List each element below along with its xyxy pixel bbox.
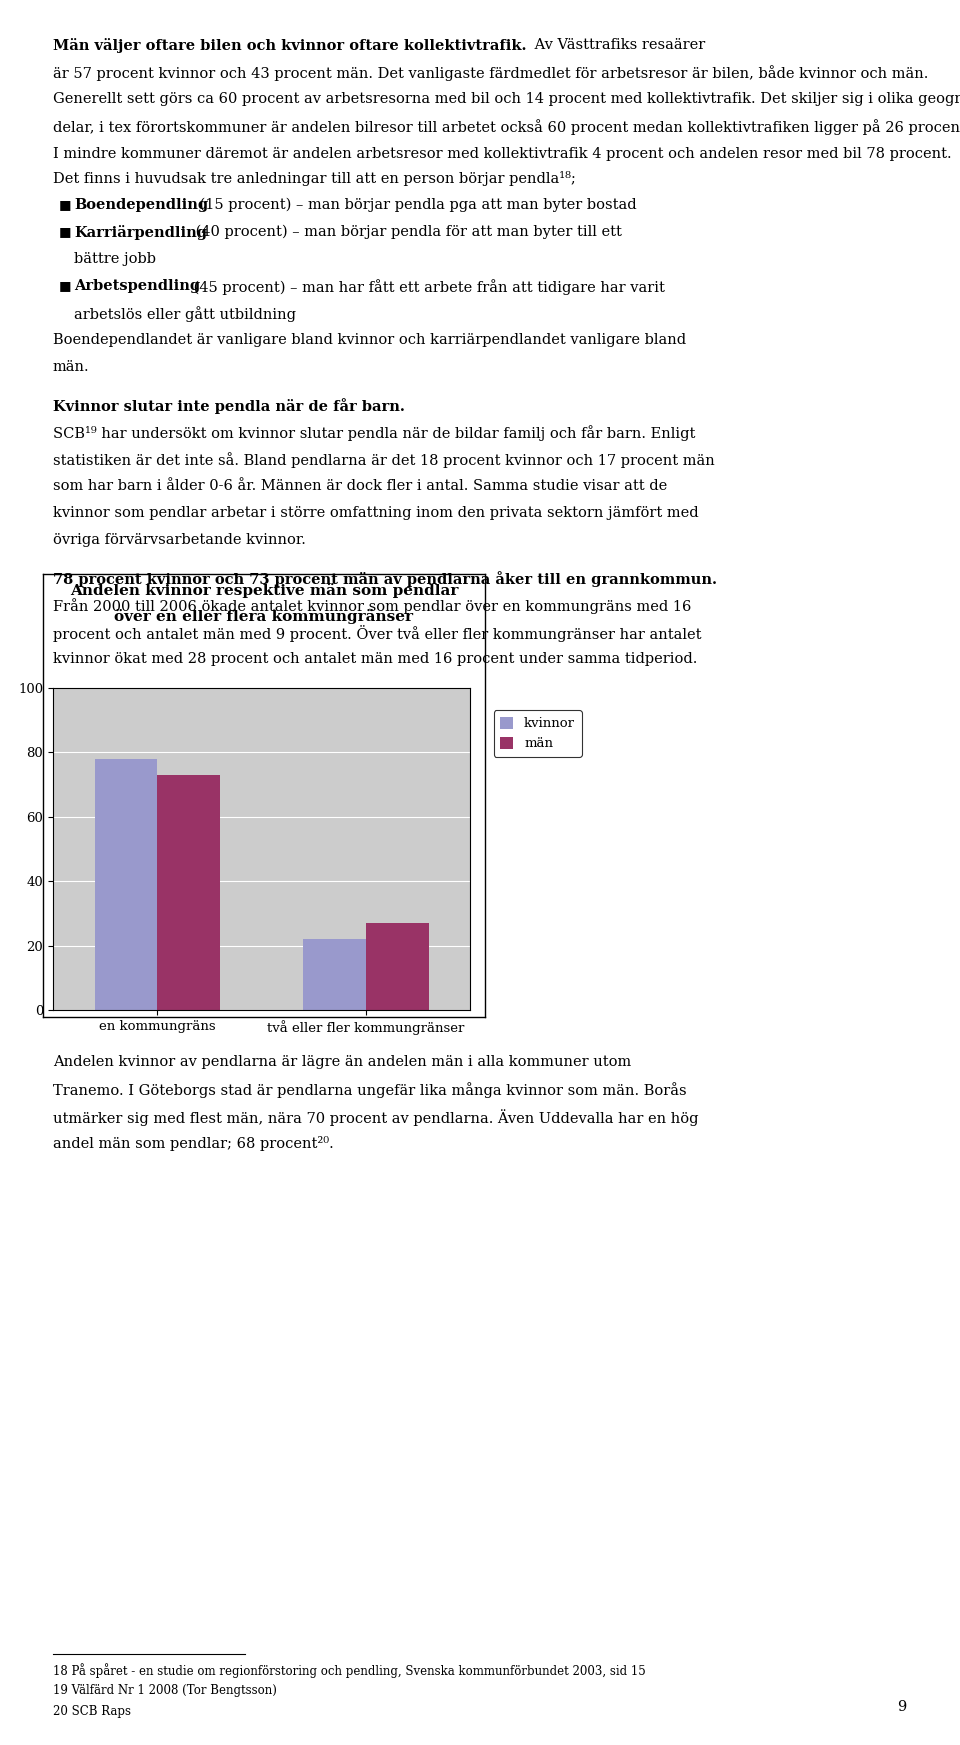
Text: Andelen kvinnor av pendlarna är lägre än andelen män i alla kommuner utom: Andelen kvinnor av pendlarna är lägre än… [53,1056,631,1070]
Text: SCB¹⁹ har undersökt om kvinnor slutar pendla när de bildar familj och får barn. : SCB¹⁹ har undersökt om kvinnor slutar pe… [53,426,695,441]
Text: män.: män. [53,359,89,373]
Text: Män väljer oftare bilen och kvinnor oftare kollektivtrafik.: Män väljer oftare bilen och kvinnor ofta… [53,38,526,54]
Text: Tranemo. I Göteborgs stad är pendlarna ungefär lika många kvinnor som män. Borås: Tranemo. I Göteborgs stad är pendlarna u… [53,1082,686,1098]
Text: Arbetspendling: Arbetspendling [74,279,200,293]
Text: delar, i tex förortskommuner är andelen bilresor till arbetet också 60 procent m: delar, i tex förortskommuner är andelen … [53,119,960,136]
Text: 20 SCB Raps: 20 SCB Raps [53,1705,131,1717]
Text: procent och antalet män med 9 procent. Över två eller fler kommungränser har ant: procent och antalet män med 9 procent. Ö… [53,625,702,642]
Text: är 57 procent kvinnor och 43 procent män. Det vanligaste färdmedlet för arbetsre: är 57 procent kvinnor och 43 procent män… [53,66,928,82]
Text: över en eller flera kommungränser: över en eller flera kommungränser [114,609,414,623]
Text: statistiken är det inte så. Bland pendlarna är det 18 procent kvinnor och 17 pro: statistiken är det inte så. Bland pendla… [53,452,714,468]
Text: arbetslös eller gått utbildning: arbetslös eller gått utbildning [74,305,296,323]
Text: Generellt sett görs ca 60 procent av arbetsresorna med bil och 14 procent med ko: Generellt sett görs ca 60 procent av arb… [53,92,960,106]
Text: Kvinnor slutar inte pendla när de får barn.: Kvinnor slutar inte pendla när de får ba… [53,398,405,414]
Text: utmärker sig med flest män, nära 70 procent av pendlarna. Även Uddevalla har en : utmärker sig med flest män, nära 70 proc… [53,1110,698,1126]
Bar [157,775,220,1010]
Text: övriga förvärvsarbetande kvinnor.: övriga förvärvsarbetande kvinnor. [53,534,305,548]
Bar [303,939,366,1010]
Text: andel män som pendlar; 68 procent²⁰.: andel män som pendlar; 68 procent²⁰. [53,1136,333,1152]
Text: ■: ■ [59,225,71,237]
Text: 18 På spåret - en studie om regionförstoring och pendling, Svenska kommunförbund: 18 På spåret - en studie om regionförsto… [53,1663,645,1679]
Text: kvinnor som pendlar arbetar i större omfattning inom den privata sektorn jämfört: kvinnor som pendlar arbetar i större omf… [53,506,699,520]
Text: (45 procent) – man har fått ett arbete från att tidigare har varit: (45 procent) – man har fått ett arbete f… [189,279,665,295]
Text: bättre jobb: bättre jobb [74,251,156,265]
Text: Från 2000 till 2006 ökade antalet kvinnor som pendlar över en kommungräns med 16: Från 2000 till 2006 ökade antalet kvinno… [53,599,691,614]
Text: (40 procent) – man börjar pendla för att man byter till ett: (40 procent) – man börjar pendla för att… [191,225,622,239]
Bar [366,923,428,1010]
Text: Andelen kvinnor respektive män som pendlar: Andelen kvinnor respektive män som pendl… [70,583,458,599]
Text: Karriärpendling: Karriärpendling [74,225,207,241]
Text: ■: ■ [59,279,71,291]
Text: Det finns i huvudsak tre anledningar till att en person börjar pendla¹⁸;: Det finns i huvudsak tre anledningar til… [53,171,576,187]
Text: 9: 9 [898,1700,907,1714]
Text: ■: ■ [59,197,71,211]
Text: I mindre kommuner däremot är andelen arbetsresor med kollektivtrafik 4 procent o: I mindre kommuner däremot är andelen arb… [53,147,951,161]
Text: Av Västtrafiks resaärer: Av Västtrafiks resaärer [530,38,706,52]
Bar [94,759,157,1010]
Text: Boendependling: Boendependling [74,197,208,211]
Text: 78 procent kvinnor och 73 procent män av pendlarna åker till en grannkommun.: 78 procent kvinnor och 73 procent män av… [53,571,717,586]
Text: (15 procent) – man börjar pendla pga att man byter bostad: (15 procent) – man börjar pendla pga att… [195,197,636,213]
Text: 19 Välfärd Nr 1 2008 (Tor Bengtsson): 19 Välfärd Nr 1 2008 (Tor Bengtsson) [53,1684,276,1696]
Text: Boendependlandet är vanligare bland kvinnor och karriärpendlandet vanligare blan: Boendependlandet är vanligare bland kvin… [53,333,686,347]
Legend: kvinnor, män: kvinnor, män [493,710,582,757]
Text: som har barn i ålder 0-6 år. Männen är dock fler i antal. Samma studie visar att: som har barn i ålder 0-6 år. Männen är d… [53,480,667,494]
Text: kvinnor ökat med 28 procent och antalet män med 16 procent under samma tidperiod: kvinnor ökat med 28 procent och antalet … [53,653,697,667]
